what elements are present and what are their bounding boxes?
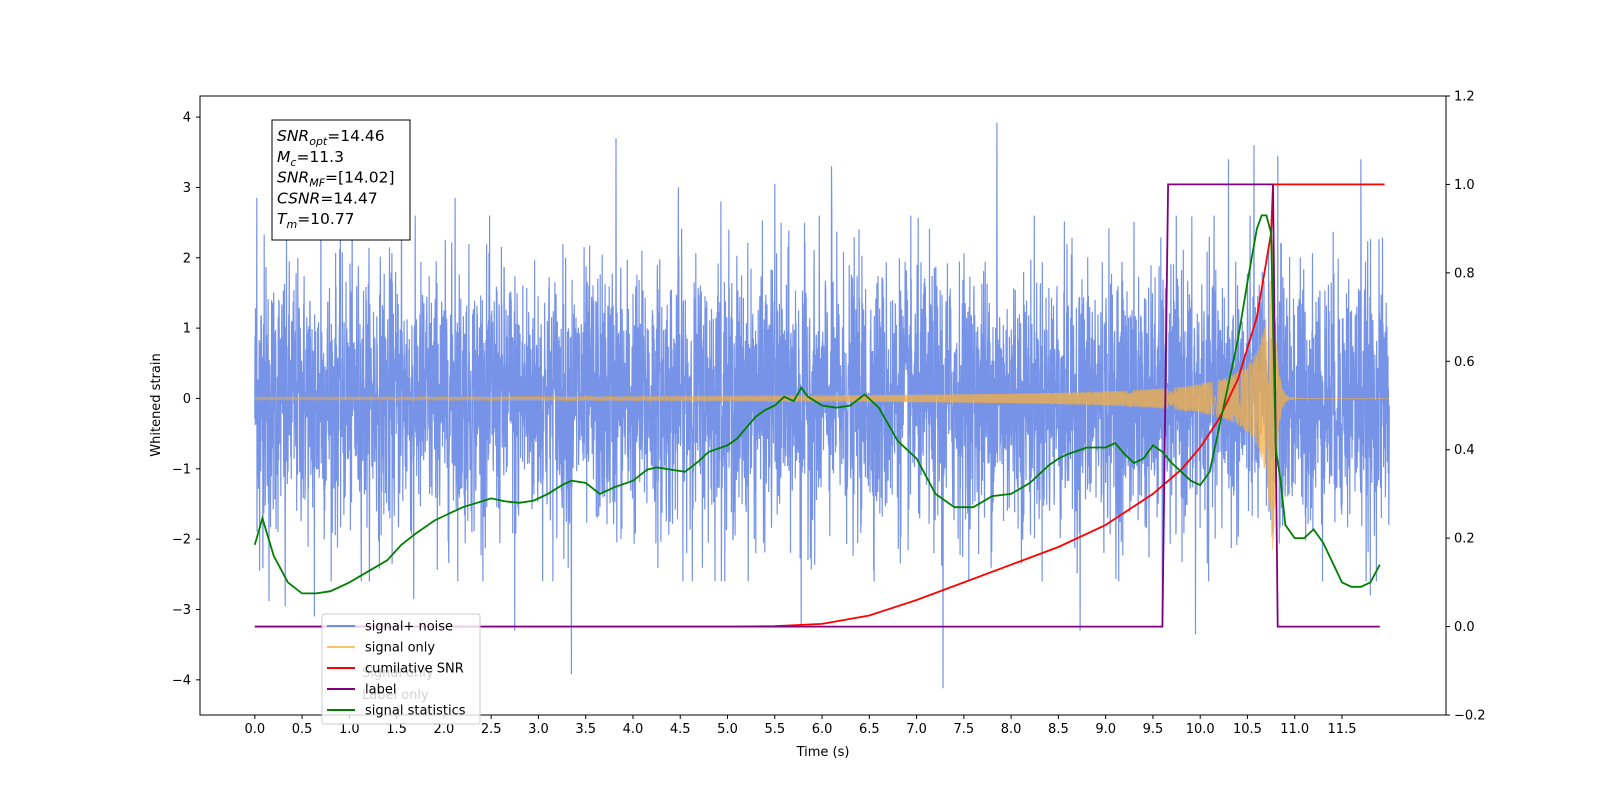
x-tick-label: 3.0 <box>528 722 549 737</box>
y-tick-label: 1 <box>183 322 191 337</box>
legend-hidden-label: Label only <box>362 688 429 703</box>
y-axis-label: Whitened strain <box>149 353 164 456</box>
info-box-line: SNRMF=[14.02] <box>277 169 395 190</box>
info-box-frame <box>271 119 411 241</box>
y2-tick-label: −0.2 <box>1454 709 1486 724</box>
x-tick-label: 11.5 <box>1328 722 1357 737</box>
y-tick-label: −4 <box>172 673 191 688</box>
info-box-line: CSNR=14.47 <box>277 189 378 207</box>
legend-label: signal+ noise <box>365 620 453 635</box>
x-tick-label: 0.5 <box>292 722 313 737</box>
x-tick-label: 11.0 <box>1280 722 1309 737</box>
series-cumilative-snr <box>254 183 1385 628</box>
x-tick-label: 10.0 <box>1186 722 1215 737</box>
x-tick-label: 2.0 <box>434 722 455 737</box>
x-tick-label: 5.0 <box>717 722 738 737</box>
x-tick-label: 9.5 <box>1143 722 1164 737</box>
x-tick-label: 1.5 <box>386 722 407 737</box>
y2-tick-label: 1.0 <box>1454 178 1475 193</box>
x-tick-label: 5.5 <box>764 722 785 737</box>
x-tick-label: 3.5 <box>575 722 596 737</box>
y2-tick-label: 0.2 <box>1454 532 1475 547</box>
legend-label: signal only <box>365 641 435 656</box>
legend-label: signal statistics <box>365 704 466 719</box>
y2-tick-label: 1.2 <box>1454 90 1475 105</box>
legend-label: cumilative SNR <box>365 662 464 677</box>
series-label <box>254 183 1380 628</box>
x-tick-label: 2.5 <box>481 722 502 737</box>
series-signal-statistics <box>253 214 1381 595</box>
info-box: SNRopt=14.46Mc=11.3SNRMF=[14.02]CSNR=14.… <box>271 119 411 241</box>
x-tick-label: 4.0 <box>623 722 644 737</box>
y2-tick-label: 0.8 <box>1454 266 1475 281</box>
series-signal-noise <box>254 122 1390 689</box>
x-tick-label: 9.0 <box>1095 722 1116 737</box>
x-tick-label: 8.0 <box>1001 722 1022 737</box>
x-tick-label: 1.0 <box>339 722 360 737</box>
y-tick-label: −3 <box>172 603 191 618</box>
x-tick-label: 6.5 <box>859 722 880 737</box>
y2-tick-label: 0.4 <box>1454 443 1475 458</box>
y2-tick-label: 0.6 <box>1454 355 1475 370</box>
info-box-line: Tm=10.77 <box>277 210 355 231</box>
x-tick-label: 7.0 <box>906 722 927 737</box>
x-tick-label: 7.5 <box>954 722 975 737</box>
legend-hidden-label: Signal only <box>362 666 434 681</box>
plot-frame <box>199 95 1447 716</box>
y-tick-label: 3 <box>183 181 191 196</box>
legend-frame <box>321 613 481 725</box>
y-tick-label: −2 <box>172 533 191 548</box>
info-box-line: SNRopt=14.46 <box>277 127 385 148</box>
x-tick-label: 6.0 <box>812 722 833 737</box>
y-tick-label: 4 <box>183 111 191 126</box>
legend: Signal only Label only signal+ noise signal… <box>321 613 481 725</box>
y-tick-label: 0 <box>183 392 191 407</box>
y-tick-label: −1 <box>172 462 191 477</box>
x-axis-label: Time (s) <box>796 745 850 760</box>
x-tick-label: 4.5 <box>670 722 691 737</box>
y-tick-label: 2 <box>183 251 191 266</box>
legend-label: label <box>365 683 396 698</box>
x-tick-label: 0.0 <box>244 722 265 737</box>
x-tick-label: 8.5 <box>1048 722 1069 737</box>
x-tick-label: 10.5 <box>1233 722 1262 737</box>
info-box-line: Mc=11.3 <box>277 148 344 169</box>
y2-tick-label: 0.0 <box>1454 620 1475 635</box>
series-signal-only <box>254 240 1390 550</box>
